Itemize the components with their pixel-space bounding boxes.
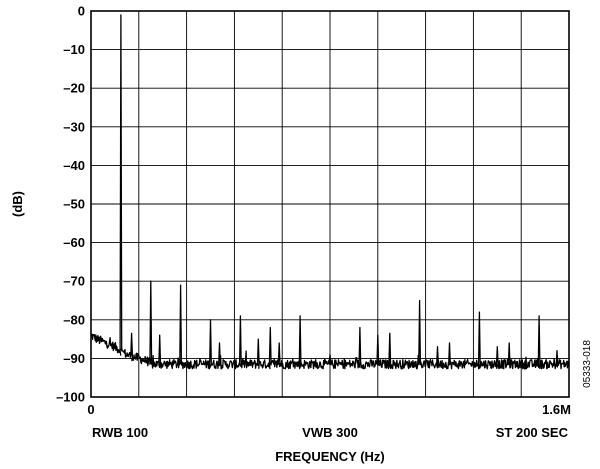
y-tick-label: –40: [63, 158, 85, 173]
y-tick-label: –10: [63, 42, 85, 57]
y-tick-label: –20: [63, 81, 85, 96]
x-tick-label-start: 0: [87, 402, 94, 417]
y-axis-label: (dB): [10, 191, 25, 217]
x-tick-label-end: 1.6M: [542, 402, 571, 417]
x-axis-label: FREQUENCY (Hz): [275, 449, 385, 464]
y-tick-label: –90: [63, 351, 85, 366]
chart-grid: [91, 11, 569, 397]
spectrum-trace-line: [90, 14, 570, 370]
y-tick-label: –50: [63, 197, 85, 212]
y-axis-tick-labels: 0 –10 –20 –30 –40 –50 –60 –70 –80 –90 –100: [56, 4, 85, 405]
y-tick-label: 0: [78, 4, 85, 19]
y-tick-label: –30: [63, 119, 85, 134]
annotation-rwb: RWB 100: [92, 425, 148, 440]
annotation-vwb: VWB 300: [302, 425, 358, 440]
spectrum-trace: [90, 14, 570, 370]
y-tick-label: –100: [56, 390, 85, 405]
y-tick-label: –80: [63, 312, 85, 327]
plot-frame: [90, 10, 570, 398]
annotation-sweep-time: ST 200 SEC: [496, 425, 569, 440]
figure-id: 05333-018: [582, 340, 593, 388]
y-tick-label: –60: [63, 235, 85, 250]
y-tick-label: –70: [63, 274, 85, 289]
